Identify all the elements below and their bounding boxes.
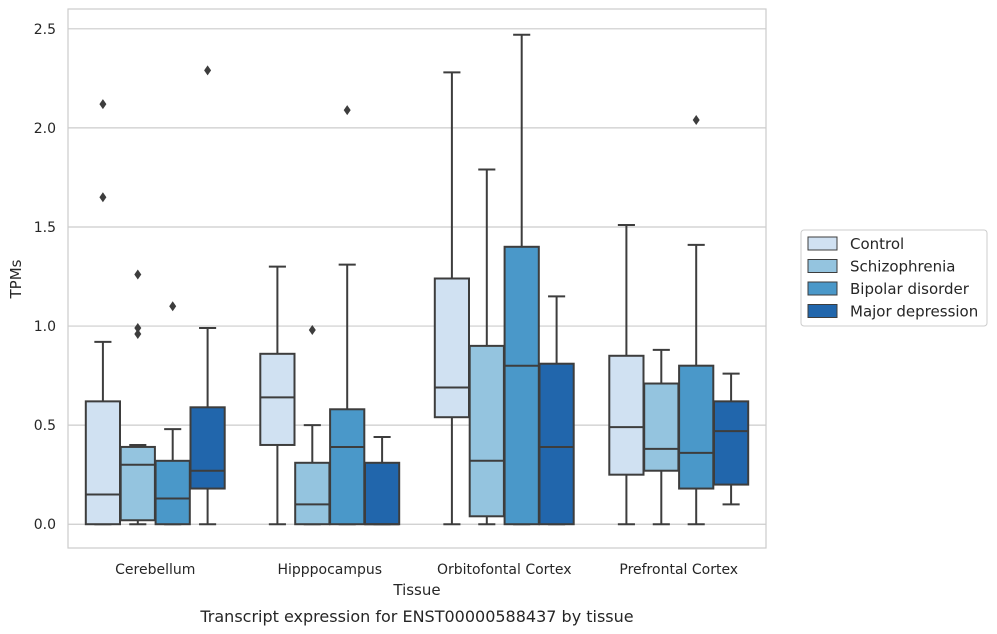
y-tick-label: 0.0 (34, 517, 56, 533)
box-bipolar-disorder (154, 301, 191, 526)
outlier-marker (99, 99, 107, 110)
outlier-marker (99, 192, 107, 203)
y-tick-label: 1.0 (34, 319, 56, 335)
legend: Control Schizophrenia Bipolar disorder Majo… (800, 229, 988, 327)
box-bipolar-disorder (329, 105, 366, 526)
box-body (503, 245, 540, 526)
box-control (433, 71, 471, 526)
box-body (643, 382, 680, 472)
box-major-depression (363, 436, 401, 526)
box-body (329, 408, 366, 526)
grid-lines (68, 28, 766, 525)
y-tick-label: 2.0 (34, 121, 56, 137)
box-control (608, 223, 645, 526)
box-bipolar-disorder (503, 33, 540, 526)
outlier-marker (308, 325, 316, 336)
x-tick-label: Cerebellum (115, 562, 195, 578)
legend-swatch (807, 259, 838, 273)
figure-caption: Transcript expression for ENST0000058843… (199, 607, 633, 626)
box-schizophrenia (119, 269, 156, 526)
box-body (678, 364, 715, 490)
plot-area-frame (67, 8, 767, 549)
box-body (363, 461, 401, 526)
box-groups (84, 33, 750, 526)
box-major-depression (189, 65, 226, 526)
box-body (538, 362, 575, 526)
box-body (84, 400, 122, 526)
box-body (712, 400, 750, 486)
y-tick-label: 2.5 (34, 22, 56, 38)
box-schizophrenia (294, 325, 331, 526)
box-body (433, 277, 471, 419)
box-control (84, 99, 122, 526)
box-body (259, 352, 296, 446)
box-schizophrenia (643, 348, 680, 526)
outlier-marker (134, 269, 142, 280)
outlier-marker (204, 65, 212, 76)
y-axis-label: TPMs (7, 259, 25, 299)
box-body (468, 344, 505, 518)
y-tick-labels: 0.0 0.5 1.0 1.5 2.0 2.5 (34, 22, 56, 533)
box-body (189, 406, 226, 490)
box-body (294, 461, 331, 526)
x-axis-label: Tissue (392, 581, 440, 599)
legend-label: Control (850, 235, 904, 253)
box-control (259, 265, 296, 526)
outlier-marker (134, 323, 142, 334)
box-bipolar-disorder (678, 114, 715, 526)
y-tick-label: 0.5 (34, 418, 56, 434)
x-tick-label: Orbitofontal Cortex (437, 562, 572, 578)
x-tick-labels: Cerebellum Hipppocampus Orbitofontal Corte… (115, 562, 738, 578)
box-body (608, 354, 645, 476)
box-major-depression (712, 372, 750, 506)
legend-swatch (807, 236, 838, 251)
x-tick-label: Prefrontal Cortex (619, 562, 738, 578)
legend-label: Bipolar disorder (850, 280, 970, 298)
outlier-marker (169, 301, 177, 312)
legend-label: Major depression (850, 303, 978, 321)
box-body (154, 459, 191, 526)
outlier-marker (692, 114, 700, 125)
legend-swatch (807, 304, 838, 318)
legend-frame (800, 229, 988, 327)
x-tick-label: Hipppocampus (277, 562, 382, 578)
legend-label: Schizophrenia (850, 258, 955, 276)
outlier-marker (134, 328, 142, 339)
box-schizophrenia (468, 168, 505, 526)
outlier-marker (343, 105, 351, 116)
y-tick-label: 1.5 (34, 220, 56, 236)
box-major-depression (538, 295, 575, 526)
legend-swatch (807, 281, 838, 296)
box-body (119, 445, 156, 522)
